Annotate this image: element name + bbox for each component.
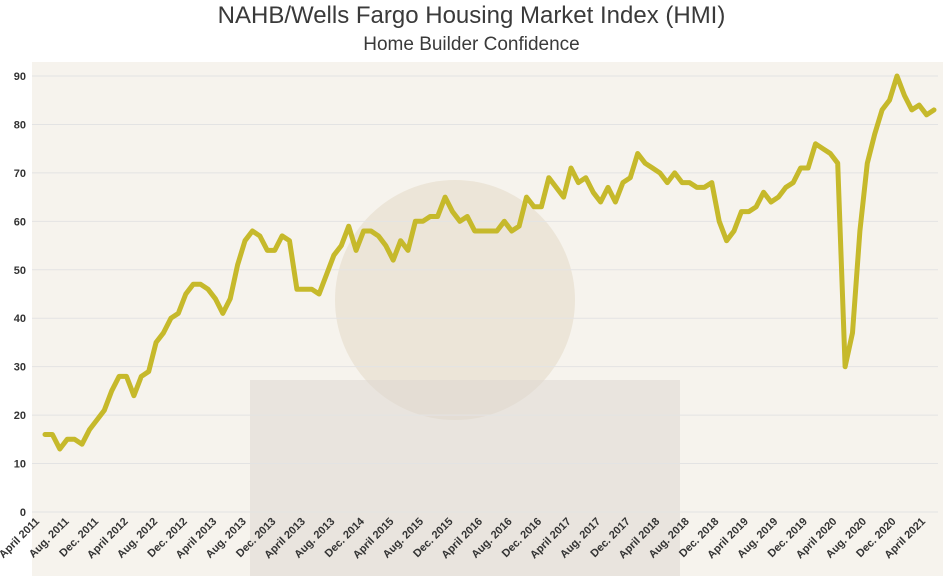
y-tick-label: 70 <box>14 168 26 180</box>
y-tick-label: 80 <box>14 119 26 131</box>
y-tick-label: 0 <box>20 507 26 519</box>
y-tick-label: 90 <box>14 71 26 83</box>
chart-title: NAHB/Wells Fargo Housing Market Index (H… <box>217 2 726 29</box>
series-line <box>42 73 937 452</box>
y-tick-label: 20 <box>14 410 26 422</box>
background-figure <box>335 180 575 420</box>
y-tick-label: 30 <box>14 362 26 374</box>
y-tick-label: 50 <box>14 265 26 277</box>
y-tick-label: 10 <box>14 459 26 471</box>
background-figure-body <box>250 380 680 576</box>
chart-subtitle: Home Builder Confidence <box>363 34 580 55</box>
y-tick-label: 60 <box>14 216 26 228</box>
y-tick-label: 40 <box>14 313 26 325</box>
